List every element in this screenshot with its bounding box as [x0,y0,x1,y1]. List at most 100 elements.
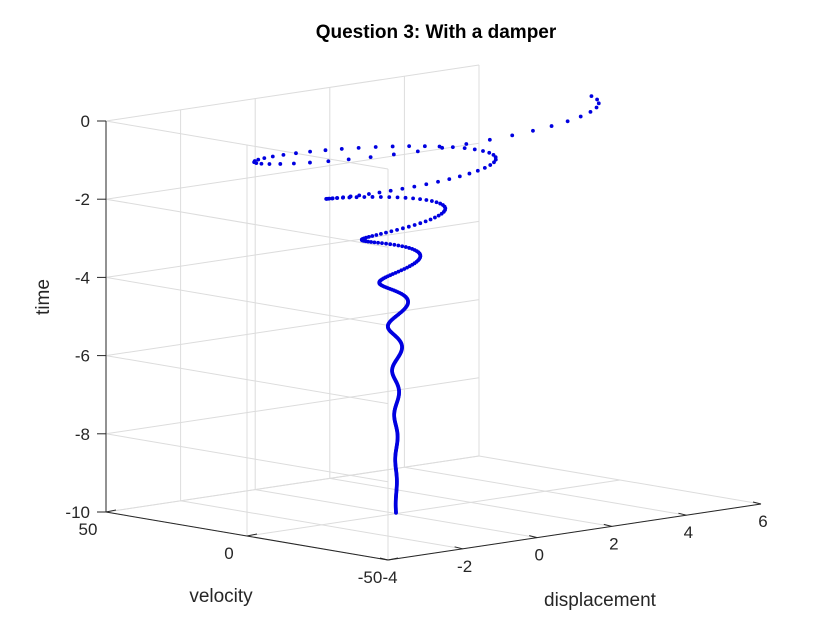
data-point [346,157,351,162]
data-point [366,239,371,244]
data-point [565,119,570,124]
data-point [308,160,312,165]
data-point [403,195,408,200]
data-point [378,195,383,199]
data-point [487,137,492,142]
data-layer [252,94,601,515]
data-point [362,195,367,199]
data-point [330,196,335,201]
data-point [407,246,412,250]
z-axis-label: time [33,279,54,315]
data-point [390,144,395,149]
data-point [308,149,312,154]
data-point [356,145,361,150]
data-point [267,162,272,166]
z-tick-label: -2 [75,190,90,209]
data-point [281,152,286,157]
data-point [462,146,467,151]
data-point [400,244,405,249]
data-point [259,161,264,166]
z-tick-label: -10 [65,503,90,522]
data-point [588,110,593,114]
data-point [396,243,401,248]
data-point [429,199,434,203]
data-point [450,145,455,150]
data-point [278,162,283,166]
data-point [335,196,340,200]
data-point [262,156,267,160]
axes-layer: -4 -2 0 2 4 6 -50 0 50-10 -8 -6 -4 -2 0 [65,112,767,587]
data-point [400,186,405,191]
data-point [384,230,388,235]
z-tick-label: 0 [81,112,90,131]
data-point [357,193,362,198]
x-tick-mark [603,523,612,527]
z-tick-label: -8 [75,425,90,444]
data-point [488,163,493,167]
data-point [370,195,375,199]
x-tick-label: 2 [609,534,618,553]
y-tick-label: -50 [358,568,383,587]
grid-line [105,276,389,326]
data-point [531,128,535,133]
data-point [578,114,583,119]
x-tick-label: 0 [534,546,543,565]
grid-layer [105,64,762,561]
data-point [395,195,400,200]
data-point [402,267,407,271]
data-point [388,242,393,247]
data-point [415,149,420,154]
y-axis-label: velocity [189,586,253,607]
data-point [256,157,261,162]
data-point [340,195,345,200]
x-tick-mark [752,501,762,505]
data-point [376,240,380,245]
data-point [380,241,384,246]
data-point [384,241,388,246]
data-point [436,213,441,218]
grid-line [105,433,389,483]
data-point [422,144,427,149]
data-point [423,219,428,224]
data-point [437,144,442,149]
grid-line [105,198,389,248]
x-tick-mark [379,557,389,561]
data-point [407,144,412,149]
data-point [481,149,485,153]
data-point [369,240,373,244]
data-point [589,94,594,98]
data-point [467,171,472,176]
data-point [401,226,405,231]
data-point [412,184,417,189]
data-point [252,159,257,163]
data-point [418,197,422,202]
data-point [379,231,383,236]
data-point [395,227,399,232]
data-point [439,211,444,216]
data-point [326,159,331,164]
data-point [447,177,452,182]
data-point [374,233,379,237]
y-tick-mark [246,533,258,537]
data-point [436,179,440,184]
grid-line [105,220,480,278]
data-point [596,101,601,106]
grid-line [105,455,480,513]
data-point [399,268,404,273]
data-point [391,152,396,157]
grid-line [105,355,389,405]
grid-line [105,142,480,200]
data-point [339,147,344,151]
data-point [403,245,408,249]
data-point [594,105,599,110]
data-point [367,192,371,196]
data-point [464,142,469,146]
data-point [457,174,462,179]
label-layer: displacement velocity time [33,279,657,611]
x-tick-label: -2 [457,557,472,576]
data-point [377,190,382,195]
x-tick-label: -4 [382,568,397,587]
data-point [372,240,377,245]
x-tick-label: 6 [758,512,767,531]
